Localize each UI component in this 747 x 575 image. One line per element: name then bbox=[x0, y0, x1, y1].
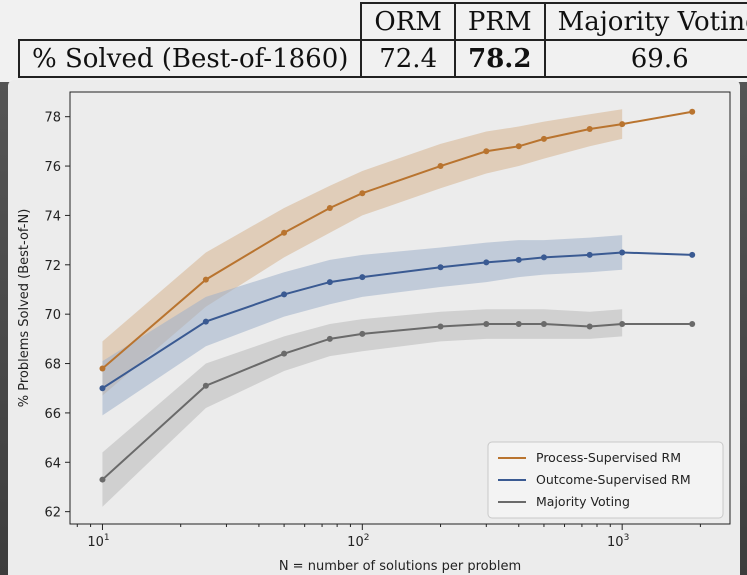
data-point bbox=[359, 330, 366, 337]
data-point bbox=[689, 251, 696, 258]
data-point bbox=[483, 259, 490, 266]
data-point bbox=[540, 254, 547, 261]
legend-label: Outcome-Supervised RM bbox=[536, 472, 691, 487]
series-line-2 bbox=[101, 323, 693, 481]
data-point bbox=[281, 229, 288, 236]
data-point bbox=[586, 126, 593, 133]
table-header-prm: PRM bbox=[453, 2, 546, 41]
x-tick-label: 103 bbox=[607, 533, 629, 550]
table-corner-cell bbox=[19, 3, 363, 41]
data-point bbox=[202, 276, 209, 283]
data-point bbox=[99, 365, 106, 372]
data-point bbox=[437, 264, 444, 271]
data-point bbox=[586, 251, 593, 258]
y-tick-label: 74 bbox=[44, 209, 61, 224]
data-point bbox=[99, 476, 106, 483]
data-point bbox=[515, 256, 522, 263]
data-point bbox=[483, 148, 490, 155]
table-header-orm: ORM bbox=[360, 2, 456, 41]
y-tick-label: 72 bbox=[44, 259, 61, 274]
data-point bbox=[540, 135, 547, 142]
data-point bbox=[689, 321, 696, 328]
data-point bbox=[281, 291, 288, 298]
data-point bbox=[99, 385, 106, 392]
y-tick-label: 78 bbox=[44, 111, 61, 126]
series-line-0 bbox=[101, 110, 693, 370]
y-tick-label: 62 bbox=[44, 506, 61, 521]
data-point bbox=[540, 321, 547, 328]
y-axis-label: % Problems Solved (Best-of-N) bbox=[17, 209, 32, 408]
data-point bbox=[483, 321, 490, 328]
table-row-label: % Solved (Best-of-1860) bbox=[17, 39, 363, 78]
y-tick-label: 68 bbox=[44, 358, 61, 373]
data-point bbox=[359, 274, 366, 281]
legend-label: Majority Voting bbox=[536, 494, 630, 509]
data-point bbox=[202, 382, 209, 389]
x-axis-label: N = number of solutions per problem bbox=[279, 559, 521, 574]
table-row: % Solved (Best-of-1860) 72.4 78.2 69.6 bbox=[17, 39, 747, 78]
data-point bbox=[619, 321, 626, 328]
results-table: ORM PRM Majority Voting % Solved (Best-o… bbox=[17, 2, 747, 78]
table-header-row: ORM PRM Majority Voting bbox=[19, 2, 747, 41]
y-tick-label: 76 bbox=[44, 160, 61, 175]
table-value-orm: 72.4 bbox=[360, 39, 456, 78]
chart-card: 62 64 66 68 70 72 74 76 78 101 102 103 N = number of… bbox=[8, 80, 740, 575]
legend-label: Process-Supervised RM bbox=[536, 450, 681, 465]
confidence-band-1 bbox=[102, 235, 623, 416]
table-header-majority-voting: Majority Voting bbox=[543, 2, 747, 41]
data-point bbox=[359, 190, 366, 197]
data-point bbox=[619, 121, 626, 128]
data-point bbox=[437, 323, 444, 330]
table-value-majority-voting: 69.6 bbox=[543, 39, 747, 78]
data-point bbox=[515, 143, 522, 150]
x-tick-label: 101 bbox=[87, 533, 109, 550]
data-point bbox=[437, 163, 444, 170]
series-line-1 bbox=[101, 251, 693, 390]
y-tick-label: 64 bbox=[44, 456, 61, 471]
data-point bbox=[326, 279, 333, 286]
data-point bbox=[515, 321, 522, 328]
confidence-band-0 bbox=[102, 109, 623, 396]
line-chart: 62 64 66 68 70 72 74 76 78 101 102 103 N = number of… bbox=[17, 91, 731, 574]
y-tick-label: 70 bbox=[44, 308, 61, 323]
plot-frame bbox=[69, 91, 731, 525]
table-value-prm: 78.2 bbox=[453, 39, 546, 78]
data-point bbox=[326, 205, 333, 212]
data-point bbox=[326, 335, 333, 342]
x-tick-label: 102 bbox=[347, 533, 369, 550]
data-point bbox=[689, 108, 696, 115]
legend-box bbox=[487, 441, 724, 519]
data-point bbox=[586, 323, 593, 330]
data-point bbox=[619, 249, 626, 256]
y-tick-label: 66 bbox=[44, 407, 61, 422]
data-point bbox=[281, 350, 288, 357]
data-point bbox=[202, 318, 209, 325]
confidence-band-2 bbox=[102, 309, 623, 507]
